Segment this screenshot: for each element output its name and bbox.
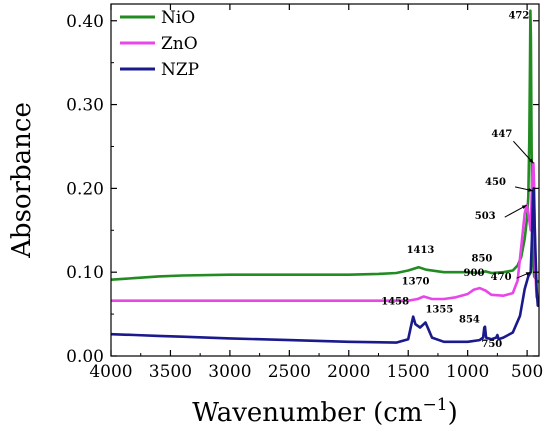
x-tick-label: 2000 (327, 362, 370, 382)
series-line-zno (111, 161, 539, 302)
y-tick-label: 0.00 (66, 347, 104, 367)
legend-label-nio: NiO (161, 8, 195, 28)
peak-arrow (513, 140, 534, 164)
peak-label-470: 470 (491, 272, 512, 283)
peak-label-750: 750 (481, 339, 502, 350)
series-layer (111, 9, 539, 344)
peak-label-1355: 1355 (425, 304, 453, 315)
y-tick-label: 0.10 (66, 263, 104, 283)
y-tick-label: 0.20 (66, 179, 104, 199)
peak-label-1458: 1458 (381, 297, 409, 308)
peak-label-850: 850 (472, 253, 493, 264)
legend-label-nzp: NZP (161, 60, 199, 80)
x-tick-label: 2500 (268, 362, 311, 382)
peak-arrow-head (521, 205, 527, 210)
peak-label-450: 450 (485, 177, 506, 188)
peak-label-1370: 1370 (402, 276, 430, 287)
peak-label-1413: 1413 (407, 245, 435, 256)
x-tick-label: 1000 (446, 362, 489, 382)
series-line-nzp (111, 187, 539, 344)
x-tick-label: 4000 (89, 362, 132, 382)
peak-label-900: 900 (464, 268, 485, 279)
plot-frame (110, 3, 540, 357)
y-axis: 0.00 0.10 0.20 0.30 0.40 (66, 12, 539, 367)
peak-label-503: 503 (475, 211, 496, 222)
x-axis-title-superscript: −1 (423, 395, 448, 415)
y-axis-title: Absorbance (7, 102, 37, 259)
peak-label-447: 447 (491, 129, 512, 140)
series-line-nio (111, 9, 539, 284)
peak-arrow-head (528, 187, 534, 192)
y-tick-label: 0.40 (66, 12, 104, 32)
legend-label-zno: ZnO (161, 34, 198, 54)
peak-label-854: 854 (459, 315, 480, 326)
peak-arrow-head (528, 158, 534, 164)
x-tick-label: 3000 (208, 362, 251, 382)
x-axis-title: Wavenumber (cm−1) (192, 395, 458, 428)
y-tick-label: 0.30 (66, 96, 104, 116)
peak-arrow-head (525, 272, 531, 276)
x-tick-label: 500 (511, 362, 543, 382)
x-tick-label: 3500 (149, 362, 192, 382)
legend: NiO ZnO NZP (120, 8, 199, 80)
peak-label-472: 472 (508, 11, 529, 22)
annotations: 472 447 450 503 470 1413 850 1370 900 1458 1355 854… (381, 11, 534, 350)
x-tick-label: 1500 (387, 362, 430, 382)
x-axis: 4000 3500 3000 2500 2000 1500 1000 500 (89, 4, 543, 382)
